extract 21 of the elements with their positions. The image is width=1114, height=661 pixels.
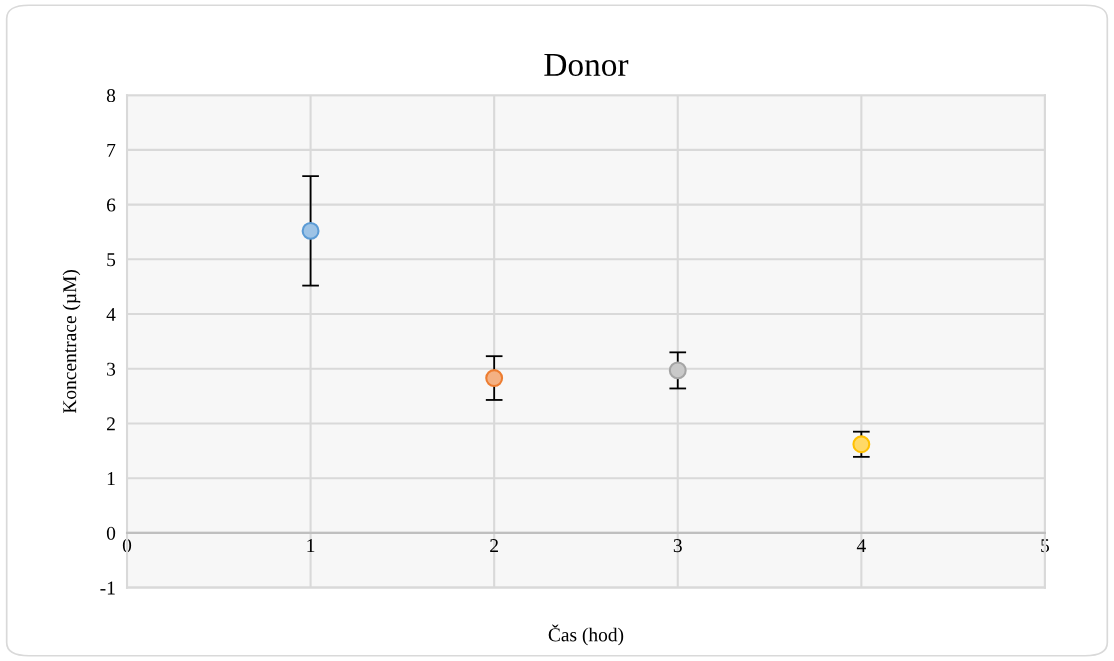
x-tick-label: 4	[856, 539, 866, 552]
y-tick-label: -1	[100, 581, 115, 595]
y-tick-label: 4	[106, 307, 116, 321]
point	[485, 369, 504, 388]
y-tick-label: 1	[107, 472, 115, 485]
y-tick-label: 2	[107, 417, 115, 431]
x-axis-title: Čas (hod)	[548, 624, 624, 646]
x-tick-label: 1	[307, 539, 315, 552]
point	[301, 221, 320, 240]
y-tick-label: 6	[107, 198, 116, 212]
chart-title: Donor	[544, 53, 629, 77]
y-axis-title: Koncentrace (µM)	[62, 269, 81, 414]
point	[852, 435, 871, 454]
y-tick-label: 7	[107, 143, 116, 157]
point	[668, 361, 687, 380]
y-tick-label: 5	[107, 253, 116, 267]
y-tick-label: 3	[107, 362, 116, 376]
x-tick-label: 3	[673, 539, 682, 553]
x-tick-label: 2	[490, 539, 498, 552]
y-tick-label: 8	[106, 89, 116, 103]
y-tick-label: 0	[106, 526, 116, 540]
